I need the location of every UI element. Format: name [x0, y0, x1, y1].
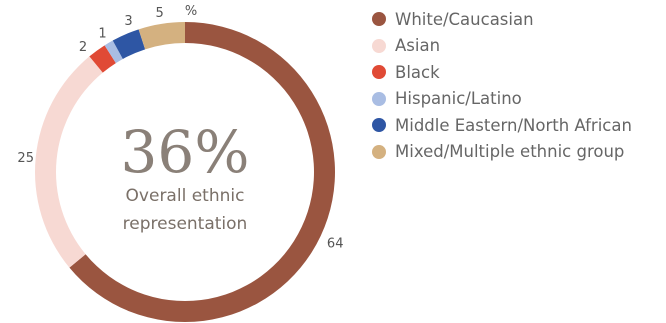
slice-value-label: 3 [124, 14, 132, 29]
legend-label: Hispanic/Latino [395, 89, 522, 109]
donut-slice-mixed-multiple-ethnic-group [138, 22, 185, 50]
donut-chart: 64 25 21 3 5 % 36% Overall ethnic representa… [17, 4, 343, 322]
legend-swatch [372, 91, 386, 106]
slice-value-label: 5 [156, 6, 164, 21]
legend-label: Middle Eastern/North African [395, 115, 632, 135]
center-caption-line-2: representation [123, 214, 248, 234]
legend-item: Hispanic/Latino [372, 86, 632, 113]
slice-value-label: 25 [17, 151, 34, 166]
legend-label: White/Caucasian [395, 9, 534, 29]
legend-swatch [372, 118, 386, 133]
legend-item: White/Caucasian [372, 6, 632, 33]
slice-value-label: 2 [79, 40, 87, 55]
donut-slice-asian [35, 56, 103, 268]
chart-legend: White/Caucasian Asian Black Hispanic/Latino… [372, 6, 632, 165]
slice-value-label: 1 [98, 27, 106, 42]
legend-item: Black [372, 59, 632, 86]
donut-slice-white-caucasian [69, 22, 335, 322]
legend-swatch [372, 65, 386, 80]
legend-label: Mixed/Multiple ethnic group [395, 142, 625, 162]
legend-item: Middle Eastern/North African [372, 112, 632, 139]
legend-label: Asian [395, 36, 441, 56]
slice-value-label: 64 [327, 237, 344, 252]
donut-slice-black [89, 45, 116, 73]
legend-swatch [372, 12, 386, 27]
legend-swatch [372, 144, 386, 159]
legend-swatch [372, 38, 386, 53]
slice-labels: 64 25 21 3 5 [17, 6, 343, 252]
percent-unit-label: % [185, 4, 197, 19]
donut-slice-middle-eastern-north-african [112, 29, 146, 59]
center-value: 36% [121, 118, 250, 186]
donut-slice-hispanic-latino [104, 40, 123, 64]
legend-item: Mixed/Multiple ethnic group [372, 139, 632, 166]
legend-item: Asian [372, 33, 632, 60]
legend-label: Black [395, 62, 440, 82]
center-caption-line-1: Overall ethnic [126, 186, 245, 206]
donut-slices [35, 22, 335, 322]
